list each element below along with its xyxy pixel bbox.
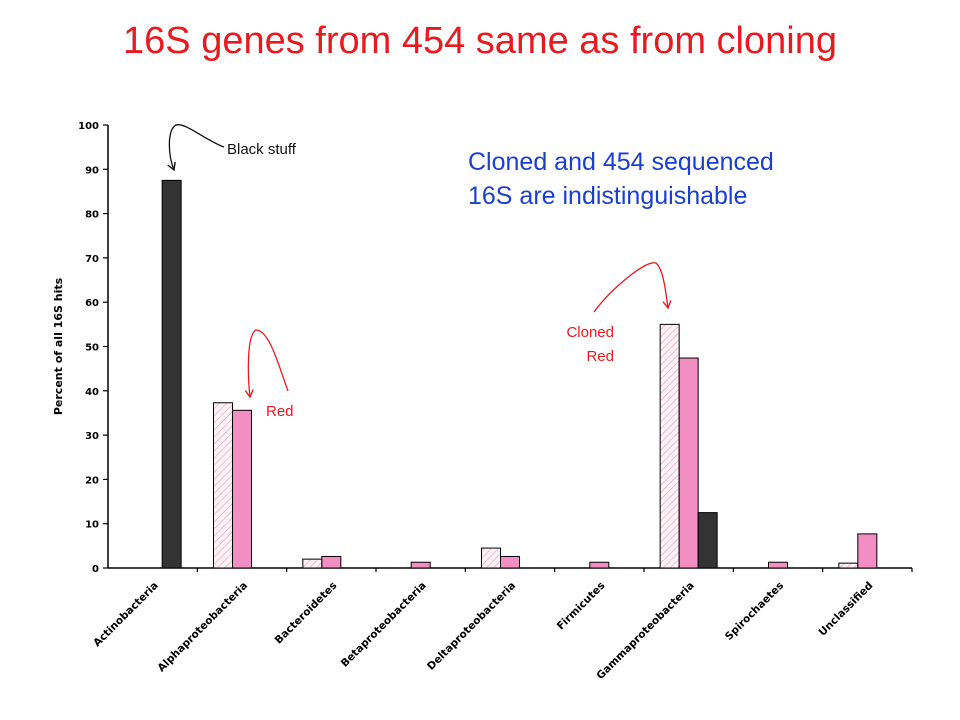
summary-callout: Cloned and 454 sequenced 16S are indisti… <box>468 145 774 213</box>
bar-red <box>321 555 342 569</box>
x-category-label: Betaproteobacteria <box>339 580 429 670</box>
bar-red <box>857 533 878 569</box>
y-tick-label: 20 <box>85 475 99 486</box>
bar-red <box>589 561 610 569</box>
bar-red <box>232 409 252 569</box>
y-axis-label: Percent of all 16S hits <box>52 277 65 415</box>
y-tick-label: 100 <box>78 121 99 132</box>
bar-black <box>697 512 718 569</box>
y-tick-label: 0 <box>92 564 99 575</box>
slide-title: 16S genes from 454 same as from cloning <box>123 20 837 62</box>
cloned-red-arrow <box>593 262 672 313</box>
y-tick-label: 70 <box>85 254 99 265</box>
bar-cloned <box>213 402 233 569</box>
x-category-label: Unclassified <box>816 580 875 639</box>
bar-cloned <box>659 323 680 569</box>
red-label: Red <box>266 403 294 420</box>
y-tick-label: 40 <box>85 387 99 398</box>
bar-red <box>768 561 788 569</box>
red-arrow <box>244 329 289 399</box>
y-tick-label: 10 <box>85 520 99 531</box>
x-category-label: Spirochaetes <box>723 580 786 643</box>
x-category-label: Firmicutes <box>555 580 608 633</box>
bar-cloned <box>302 558 323 569</box>
x-category-label: Alphaproteobacteria <box>155 580 250 675</box>
x-category-label: Deltaproteobacteria <box>425 580 518 673</box>
y-tick-label: 60 <box>85 298 99 309</box>
summary-line-2: 16S are indistinguishable <box>468 182 748 210</box>
x-category-label: Bacteroidetes <box>273 580 340 647</box>
bar-cloned <box>481 547 501 569</box>
cloned-red-label: Red <box>586 348 614 365</box>
bars <box>161 179 878 569</box>
bar-red <box>500 555 520 569</box>
bar-cloned <box>838 562 859 569</box>
black-stuff-label: Black stuff <box>227 141 297 158</box>
x-category-label: Gammaproteobacteria <box>594 580 696 682</box>
summary-line-1: Cloned and 454 sequenced <box>468 148 774 176</box>
y-tick-label: 90 <box>85 165 99 176</box>
black-stuff-arrow <box>167 124 225 172</box>
bar-red <box>410 561 431 569</box>
y-tick-label: 80 <box>85 210 99 221</box>
y-tick-label: 30 <box>85 431 99 442</box>
y-tick-label: 50 <box>85 343 99 354</box>
bar-red <box>678 357 699 569</box>
bar-black <box>161 179 182 569</box>
x-category-label: Actinobacteria <box>91 580 161 650</box>
cloned-label: Cloned <box>566 324 614 341</box>
